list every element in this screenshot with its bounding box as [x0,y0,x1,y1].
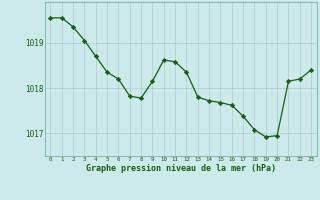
X-axis label: Graphe pression niveau de la mer (hPa): Graphe pression niveau de la mer (hPa) [86,164,276,173]
